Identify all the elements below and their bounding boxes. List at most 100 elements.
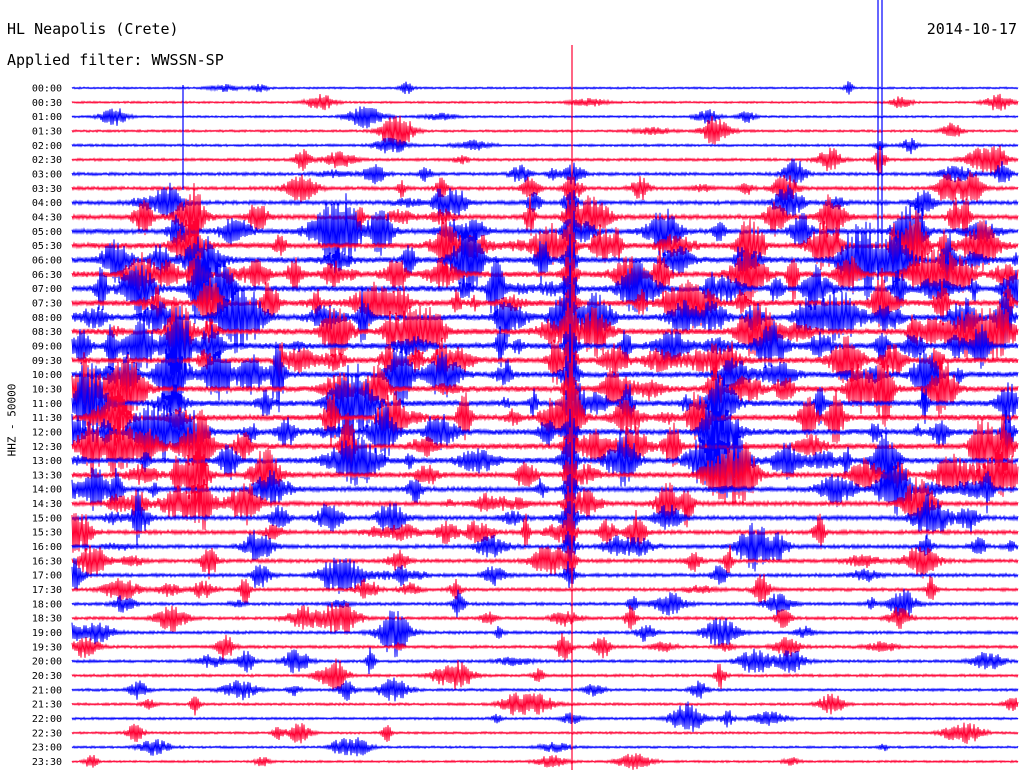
time-tick-label: 19:00	[32, 628, 62, 639]
time-tick-label: 16:00	[32, 542, 62, 553]
trace-0900	[71, 306, 1019, 381]
trace-0130	[71, 115, 1019, 152]
time-tick-label: 03:00	[32, 169, 62, 180]
time-tick-label: 13:30	[32, 470, 62, 481]
time-tick-label: 13:00	[32, 456, 62, 467]
date-label: 2014-10-17	[926, 20, 1017, 38]
time-tick-label: 19:30	[32, 642, 62, 653]
time-tick-label: 10:30	[32, 384, 62, 395]
time-tick-labels: 00:00 00:30 01:00 01:30 02:00 02:30 03:00 03:30…	[32, 84, 62, 769]
trace-2300	[71, 737, 1019, 757]
trace-1100	[71, 363, 1019, 444]
trace-1030	[71, 352, 1019, 429]
time-tick-label: 12:30	[32, 442, 62, 453]
trace-0200	[71, 137, 1019, 155]
trace-1800	[71, 588, 1019, 621]
trace-1730	[71, 573, 1019, 604]
trace-0100	[71, 106, 1019, 129]
time-tick-label: 20:00	[32, 657, 62, 668]
time-tick-label: 11:30	[32, 413, 62, 424]
time-tick-label: 04:30	[32, 212, 62, 223]
trace-1300	[71, 421, 1019, 498]
trace-1830	[71, 602, 1019, 635]
time-tick-label: 05:00	[32, 227, 62, 238]
trace-0030	[71, 93, 1019, 111]
trace-1630	[71, 544, 1019, 580]
time-tick-label: 06:30	[32, 270, 62, 281]
time-tick-label: 07:30	[32, 298, 62, 309]
trace-2100	[71, 677, 1019, 702]
trace-0700	[71, 255, 1019, 324]
trace-2000	[71, 647, 1019, 675]
time-tick-label: 14:00	[32, 485, 62, 496]
trace-0730	[71, 267, 1019, 337]
trace-0330	[71, 171, 1019, 205]
trace-1200	[71, 396, 1019, 470]
filter-label: Applied filter: WWSSN-SP	[7, 51, 224, 69]
time-tick-label: 17:00	[32, 571, 62, 582]
trace-0230	[71, 145, 1019, 177]
trace-1900	[71, 610, 1019, 658]
time-tick-label: 05:30	[32, 241, 62, 252]
time-tick-label: 08:30	[32, 327, 62, 338]
trace-0400	[71, 182, 1019, 222]
time-tick-label: 14:30	[32, 499, 62, 510]
time-tick-label: 09:30	[32, 356, 62, 367]
trace-1600	[71, 522, 1019, 572]
trace-2230	[71, 722, 1019, 744]
trace-0930	[71, 335, 1019, 385]
time-tick-label: 08:00	[32, 313, 62, 324]
trace-1130	[71, 381, 1019, 456]
trace-0600	[71, 221, 1019, 300]
time-tick-label: 10:00	[32, 370, 62, 381]
trace-1700	[71, 557, 1019, 594]
time-tick-label: 06:00	[32, 255, 62, 266]
time-tick-label: 18:00	[32, 599, 62, 610]
time-tick-label: 00:00	[32, 84, 62, 95]
time-tick-label: 07:00	[32, 284, 62, 295]
station-title: HL Neapolis (Crete)	[7, 20, 179, 38]
time-tick-label: 20:30	[32, 671, 62, 682]
time-tick-label: 22:00	[32, 714, 62, 725]
time-tick-label: 21:30	[32, 700, 62, 711]
time-tick-label: 15:00	[32, 513, 62, 524]
time-tick-label: 18:30	[32, 614, 62, 625]
seismogram-traces	[71, 0, 1019, 770]
time-tick-label: 04:00	[32, 198, 62, 209]
trace-1930	[71, 633, 1019, 662]
trace-1500	[71, 486, 1019, 546]
trace-0630	[71, 242, 1019, 306]
time-tick-label: 23:00	[32, 743, 62, 754]
trace-2200	[71, 701, 1019, 732]
trace-0830	[71, 296, 1019, 364]
time-tick-label: 12:00	[32, 427, 62, 438]
trace-0800	[71, 283, 1019, 354]
trace-2130	[71, 692, 1019, 716]
time-tick-label: 21:00	[32, 685, 62, 696]
trace-1230	[71, 409, 1019, 482]
trace-0000	[71, 81, 1019, 95]
time-tick-label: 00:30	[32, 98, 62, 109]
trace-2030	[71, 658, 1019, 692]
trace-0430	[71, 183, 1019, 248]
time-tick-label: 17:30	[32, 585, 62, 596]
time-tick-label: 09:00	[32, 341, 62, 352]
channel-axis-label: HHZ - 50000	[5, 383, 19, 457]
time-tick-label: 23:30	[32, 757, 62, 768]
time-tick-label: 15:30	[32, 528, 62, 539]
trace-0500	[71, 193, 1019, 268]
trace-1430	[71, 477, 1019, 530]
trace-2330	[71, 753, 1019, 770]
trace-1530	[71, 509, 1019, 553]
trace-1330	[71, 438, 1019, 515]
trace-0300	[71, 158, 1019, 188]
time-tick-label: 01:00	[32, 112, 62, 123]
time-tick-label: 11:00	[32, 399, 62, 410]
time-tick-label: 02:30	[32, 155, 62, 166]
time-tick-label: 03:30	[32, 184, 62, 195]
trace-1400	[71, 459, 1019, 516]
time-tick-label: 16:30	[32, 556, 62, 567]
time-tick-label: 22:30	[32, 728, 62, 739]
time-tick-label: 02:00	[32, 141, 62, 152]
